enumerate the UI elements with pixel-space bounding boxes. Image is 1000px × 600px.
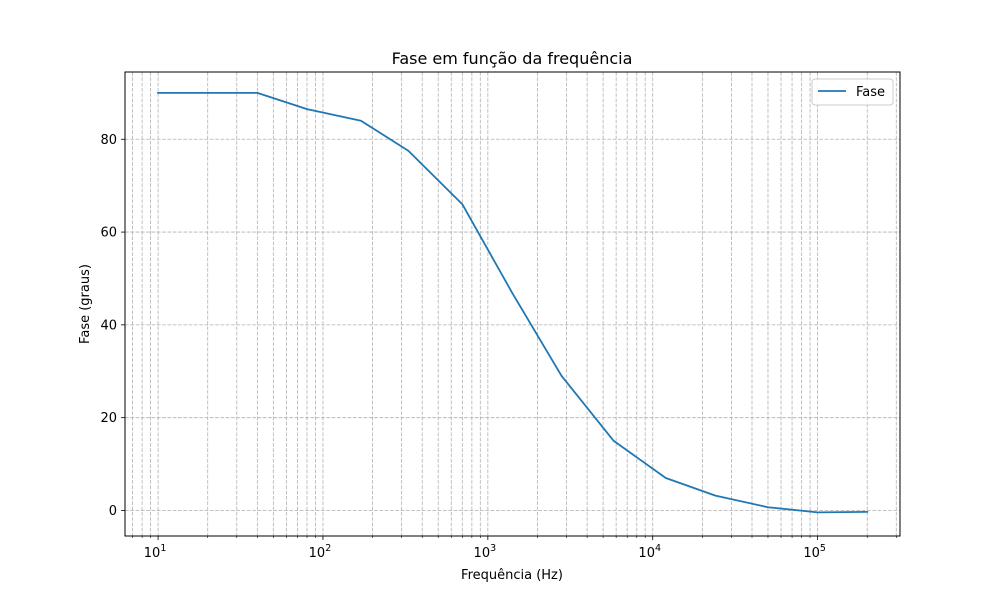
x-tick-label: 105 — [803, 543, 826, 561]
legend-label-fase: Fase — [856, 85, 885, 100]
x-tick-label: 102 — [309, 543, 332, 561]
plot-frame — [124, 71, 901, 537]
y-axis-label: Fase (graus) — [78, 264, 93, 344]
grid-lines — [125, 72, 900, 536]
x-tick-label: 101 — [144, 543, 167, 561]
x-axis-label: Frequência (Hz) — [461, 568, 563, 583]
y-tick-label: 60 — [100, 226, 117, 241]
y-tick-label: 80 — [100, 133, 117, 148]
x-tick-label: 104 — [638, 543, 661, 561]
series-layer — [157, 91, 869, 514]
legend-box — [811, 78, 894, 106]
axis-ticks: 101 102 103 104 105 0 20 40 60 80 — [100, 133, 897, 561]
y-tick-label: 20 — [100, 411, 117, 426]
chart-title: Fase em função da frequência — [392, 49, 633, 68]
legend: Fase — [811, 78, 894, 106]
series-line-fase — [157, 91, 869, 514]
y-tick-label: 40 — [100, 318, 117, 333]
y-tick-label: 0 — [109, 504, 117, 519]
x-tick-label: 103 — [474, 543, 497, 561]
